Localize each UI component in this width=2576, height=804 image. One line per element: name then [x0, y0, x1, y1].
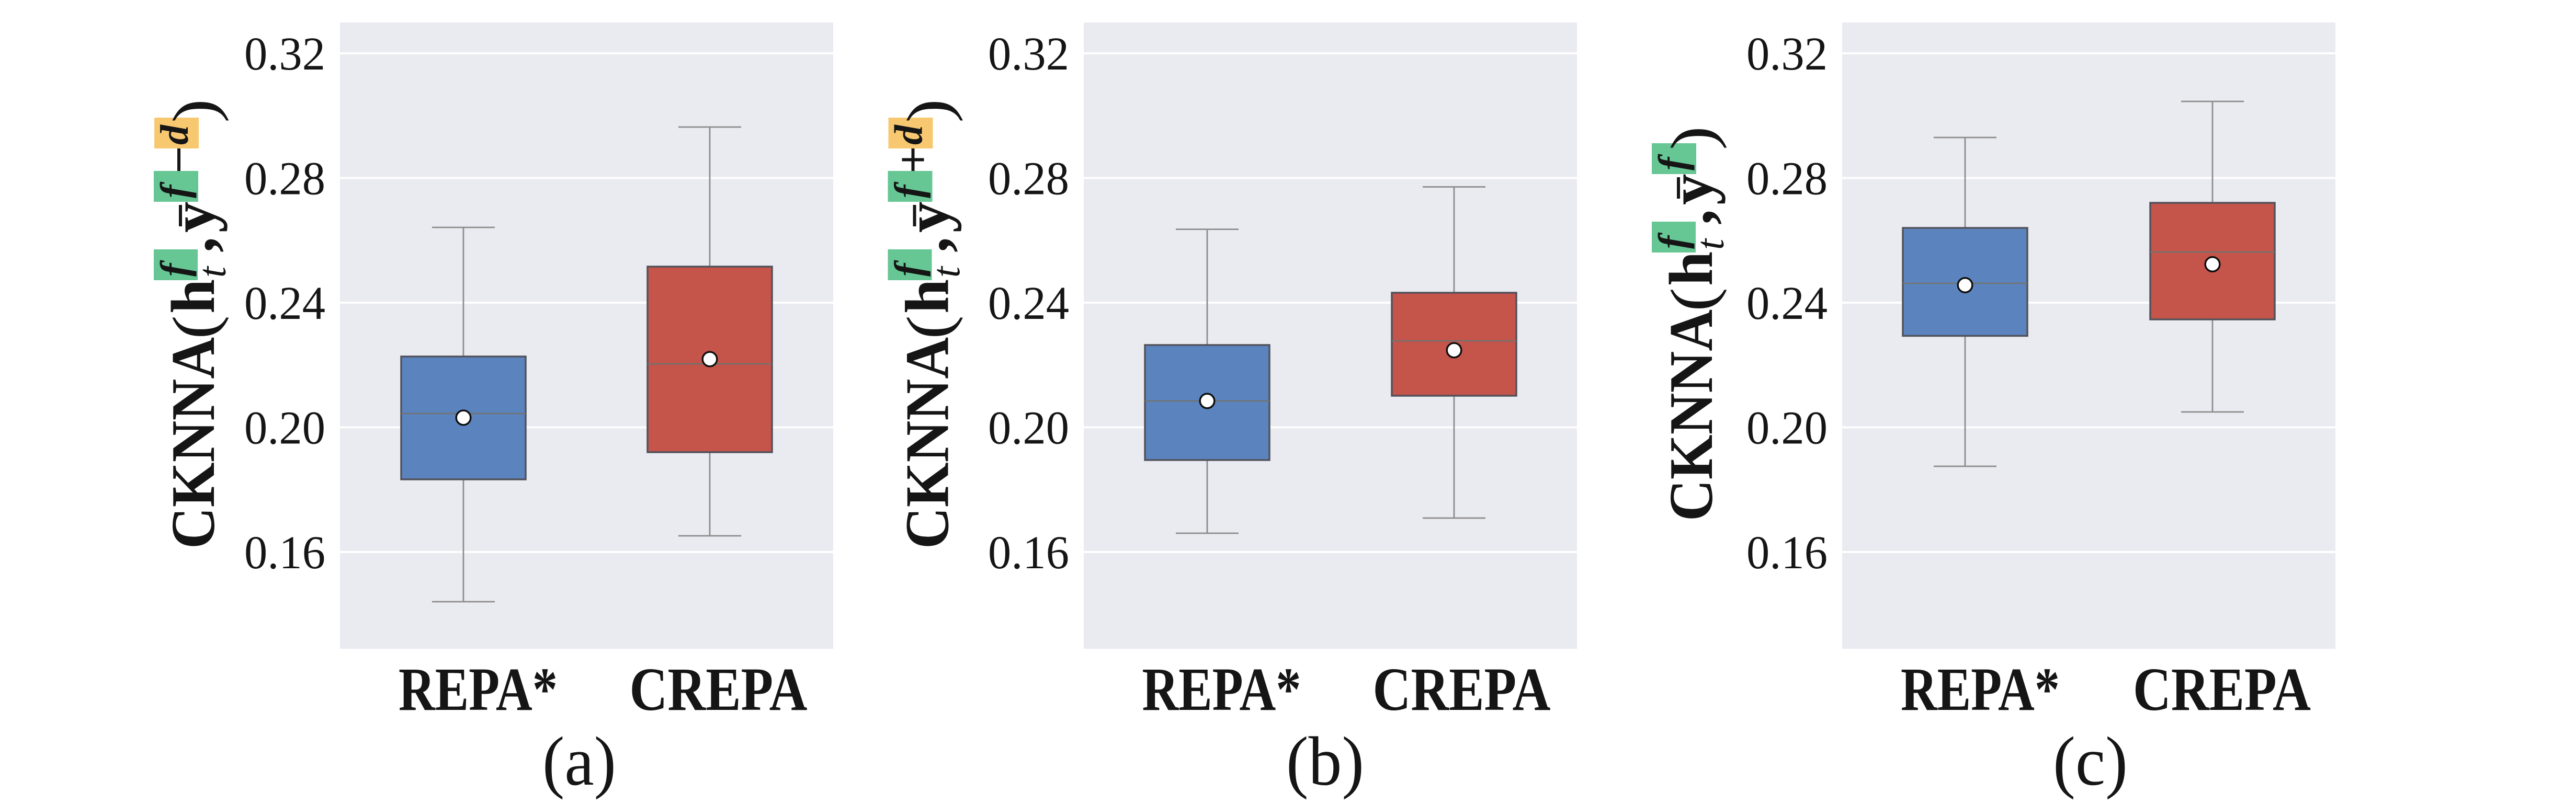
svg-text:0.24: 0.24 [244, 278, 325, 329]
svg-text:(a): (a) [542, 722, 616, 800]
svg-text:0.32: 0.32 [988, 28, 1069, 80]
svg-text:t: t [190, 266, 234, 278]
svg-text:(: ( [1658, 288, 1727, 312]
svg-text:CKNNA: CKNNA [1656, 309, 1726, 521]
svg-text:t: t [925, 266, 969, 278]
svg-text:y: y [158, 202, 228, 233]
svg-text:CREPA: CREPA [2133, 655, 2311, 723]
svg-text:CKNNA: CKNNA [158, 337, 228, 549]
svg-text:h: h [1656, 251, 1726, 286]
svg-text:0.20: 0.20 [244, 403, 325, 454]
svg-text:0.16: 0.16 [988, 527, 1069, 579]
svg-text:d: d [153, 124, 197, 145]
svg-text:0.16: 0.16 [1746, 527, 1828, 579]
svg-text:,: , [893, 237, 962, 252]
svg-text:0.16: 0.16 [244, 527, 325, 579]
svg-text:0.32: 0.32 [1746, 28, 1828, 80]
svg-text:,: , [1656, 209, 1726, 225]
svg-text:CKNNA: CKNNA [893, 337, 962, 549]
svg-text:0.32: 0.32 [244, 28, 325, 80]
svg-text:h: h [893, 279, 962, 314]
svg-text:y: y [893, 202, 962, 233]
svg-text:): ) [1658, 126, 1727, 150]
svg-text:y: y [1656, 174, 1726, 205]
svg-text:0.24: 0.24 [988, 278, 1069, 329]
svg-text:(b): (b) [1286, 722, 1364, 800]
svg-text:0.28: 0.28 [244, 153, 325, 205]
svg-text:(: ( [894, 315, 963, 339]
svg-text:REPA*: REPA* [1901, 655, 2060, 723]
svg-text:d: d [887, 124, 931, 145]
svg-text:0.24: 0.24 [1746, 278, 1828, 329]
svg-text:0.28: 0.28 [988, 153, 1069, 205]
svg-text:REPA*: REPA* [1142, 655, 1301, 723]
svg-text:0.28: 0.28 [1746, 153, 1828, 205]
svg-text:,: , [158, 237, 228, 252]
svg-text:CREPA: CREPA [1373, 655, 1551, 723]
svg-text:0.20: 0.20 [988, 403, 1069, 454]
svg-text:REPA*: REPA* [399, 655, 558, 723]
svg-text:h: h [158, 279, 228, 314]
svg-text:(c): (c) [2053, 722, 2128, 800]
svg-text:(: ( [160, 315, 229, 339]
svg-text:CREPA: CREPA [630, 655, 808, 723]
svg-text:): ) [160, 99, 229, 123]
svg-text:t: t [1688, 238, 1732, 250]
svg-text:0.20: 0.20 [1746, 403, 1828, 454]
svg-text:): ) [894, 99, 963, 123]
